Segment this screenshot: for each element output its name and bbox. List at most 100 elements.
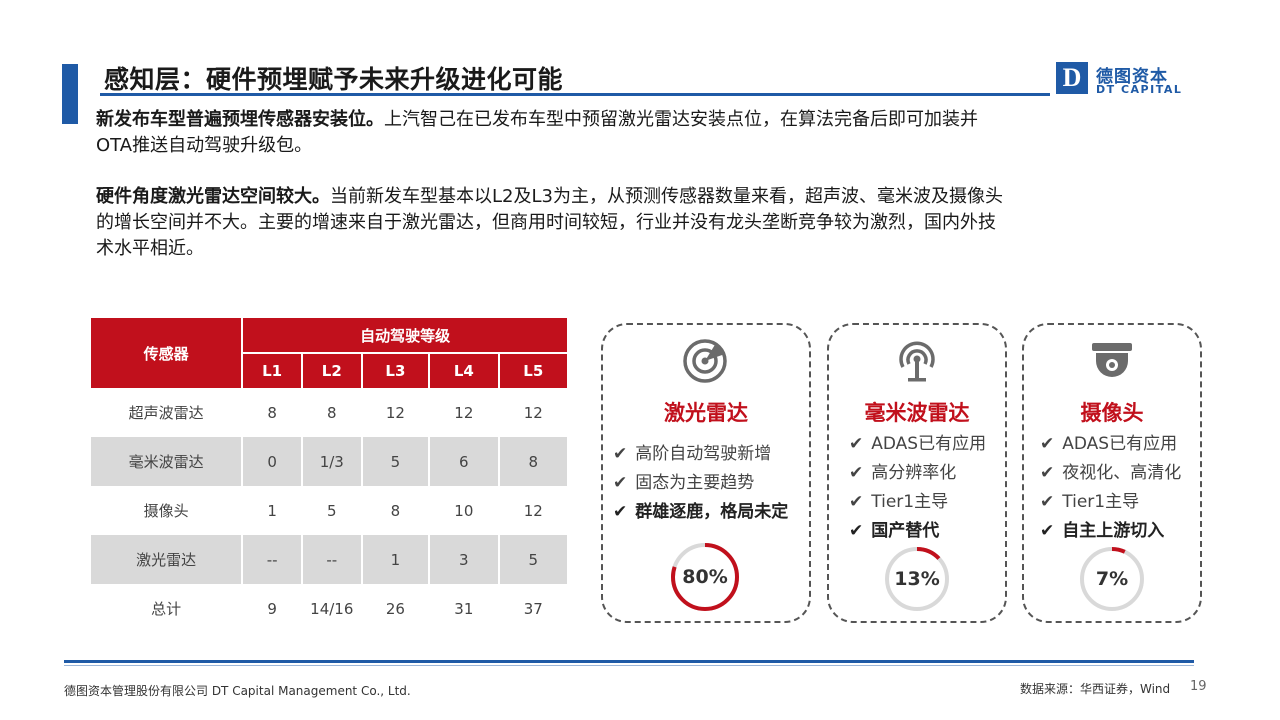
row-label: 毫米波雷达 [91,437,244,486]
page-title: 感知层：硬件预埋赋予未来升级进化可能 [104,65,564,94]
bullet-text: ADAS已有应用 [871,434,987,454]
row-label: 激光雷达 [91,535,244,584]
paragraph-1-line1: 上汽智己在已发布车型中预留激光雷达安装点位，在算法完备后即可加装并 [384,109,978,130]
row-label: 总计 [91,584,244,633]
row-label: 超声波雷达 [91,388,244,437]
card-lidar-bullet-3: ✔ 群雄逐鹿，格局未定 [613,497,788,522]
check-icon: ✔ [613,444,628,464]
table-cell: 6 [429,437,500,486]
table-cell: 8 [242,388,303,437]
table-cell: 37 [498,584,570,633]
table-header-l2: L2 [301,352,363,388]
bullet-text: Tier1主导 [1062,492,1140,512]
card-mmwave-bullet-3: ✔ Tier1主导 [849,487,948,512]
table-cell: 9 [242,584,303,633]
bullet-text: 固态为主要趋势 [635,473,755,493]
table-row: 摄像头 1 5 8 10 12 [91,486,570,535]
lidar-radar-icon [683,339,727,383]
bullet-text: ADAS已有应用 [1062,434,1178,454]
donut-progress-arc [671,543,739,611]
card-mmwave-bullet-4: ✔ 国产替代 [849,516,939,541]
footer-company: 德图资本管理股份有限公司 DT Capital Management Co., … [64,684,411,698]
card-lidar-bullet-1: ✔ 高阶自动驾驶新增 [613,439,771,464]
table-cell: 8 [301,388,363,437]
card-camera-bullet-1: ✔ ADAS已有应用 [1040,429,1177,454]
check-icon: ✔ [1040,463,1055,483]
table-header-level: 自动驾驶等级 [242,318,569,353]
donut-progress-arc [885,547,949,611]
card-mmwave-donut [885,547,949,611]
bullet-text: 夜视化、高清化 [1062,463,1182,483]
paragraph-2-line1: 当前新发车型基本以L2及L3为主，从预测传感器数量来看，超声波、毫米波及摄像头 [330,186,1003,207]
table-cell: 12 [498,486,570,535]
table-header-l5: L5 [498,352,570,388]
table-row: 超声波雷达 8 8 12 12 12 [91,388,570,437]
card-camera-bullet-2: ✔ 夜视化、高清化 [1040,458,1181,483]
card-mmwave: 毫米波雷达 ✔ ADAS已有应用 ✔ 高分辨率化 ✔ Tier1主导 ✔ 国产替代 13… [827,323,1007,623]
table-cell: 8 [361,486,431,535]
row-label: 摄像头 [91,486,244,535]
card-lidar-donut [671,543,739,611]
footer-divider [64,660,1194,663]
paragraph-2: 硬件角度激光雷达空间较大。当前新发车型基本以L2及L3为主，从预测传感器数量来看… [96,184,1186,262]
paragraph-2-lead: 硬件角度激光雷达空间较大。 [96,186,330,207]
table-cell: -- [242,535,303,584]
table-cell: 5 [361,437,431,486]
bullet-text: 自主上游切入 [1062,521,1165,541]
sensor-table: 传感器 自动驾驶等级 L1 L2 L3 L4 L5 超声波雷达 8 8 12 1… [91,318,570,633]
check-icon: ✔ [1040,492,1055,512]
table-cell: 14/16 [301,584,363,633]
table-cell: 10 [429,486,500,535]
card-lidar-percent: 80% [682,566,728,588]
card-lidar: 激光雷达 ✔ 高阶自动驾驶新增 ✔ 固态为主要趋势 ✔ 群雄逐鹿，格局未定 80% [601,323,811,623]
table-cell: 1 [361,535,431,584]
card-camera-percent: 7% [1095,568,1129,590]
bullet-text: 高分辨率化 [871,463,957,483]
donut-progress-arc [1080,547,1144,611]
table-cell: 26 [361,584,431,633]
card-camera-donut [1080,547,1144,611]
table-cell: 12 [429,388,500,437]
card-lidar-title: 激光雷达 [664,401,748,425]
table-cell: 12 [498,388,570,437]
table-cell: 8 [498,437,570,486]
card-camera: 摄像头 ✔ ADAS已有应用 ✔ 夜视化、高清化 ✔ Tier1主导 ✔ 自主上游切入 … [1022,323,1202,623]
card-mmwave-title: 毫米波雷达 [864,401,970,425]
footer-divider-thin [64,665,1194,666]
card-camera-bullet-3: ✔ Tier1主导 [1040,487,1139,512]
dome-camera-icon [1092,343,1132,377]
table-row: 毫米波雷达 0 1/3 5 6 8 [91,437,570,486]
table-cell: 31 [429,584,500,633]
antenna-signal-icon [899,341,935,382]
table-cell: -- [301,535,363,584]
card-mmwave-bullet-2: ✔ 高分辨率化 [849,458,956,483]
bullet-text: 群雄逐鹿，格局未定 [635,502,789,522]
paragraph-1: 新发布车型普遍预埋传感器安装位。上汽智己在已发布车型中预留激光雷达安装点位，在算… [96,107,1186,159]
table-header-l3: L3 [361,352,431,388]
card-camera-bullet-4: ✔ 自主上游切入 [1040,516,1164,541]
paragraph-1-lead: 新发布车型普遍预埋传感器安装位。 [96,109,384,130]
card-mmwave-bullet-1: ✔ ADAS已有应用 [849,429,986,454]
check-icon: ✔ [849,434,864,454]
bullet-text: 国产替代 [871,521,940,541]
card-lidar-bullet-2: ✔ 固态为主要趋势 [613,468,754,493]
page-number: 19 [1190,679,1207,694]
check-icon: ✔ [1040,521,1055,541]
bullet-text: 高阶自动驾驶新增 [635,444,772,464]
table-cell: 1/3 [301,437,363,486]
table-cell: 3 [429,535,500,584]
check-icon: ✔ [613,473,628,493]
card-mmwave-percent: 13% [894,568,940,590]
table-cell: 5 [498,535,570,584]
check-icon: ✔ [1040,434,1055,454]
logo-text-cn: 德图资本 [1096,67,1168,87]
table-cell: 0 [242,437,303,486]
title-underline [100,93,1050,96]
table-header-l4: L4 [429,352,500,388]
check-icon: ✔ [849,521,864,541]
paragraph-1-line2: OTA推送自动驾驶升级包。 [96,135,313,156]
card-camera-title: 摄像头 [1080,401,1144,425]
logo-text-en: DT CAPITAL [1096,83,1183,96]
table-cell: 5 [301,486,363,535]
table-row: 总计 9 14/16 26 31 37 [91,584,570,633]
